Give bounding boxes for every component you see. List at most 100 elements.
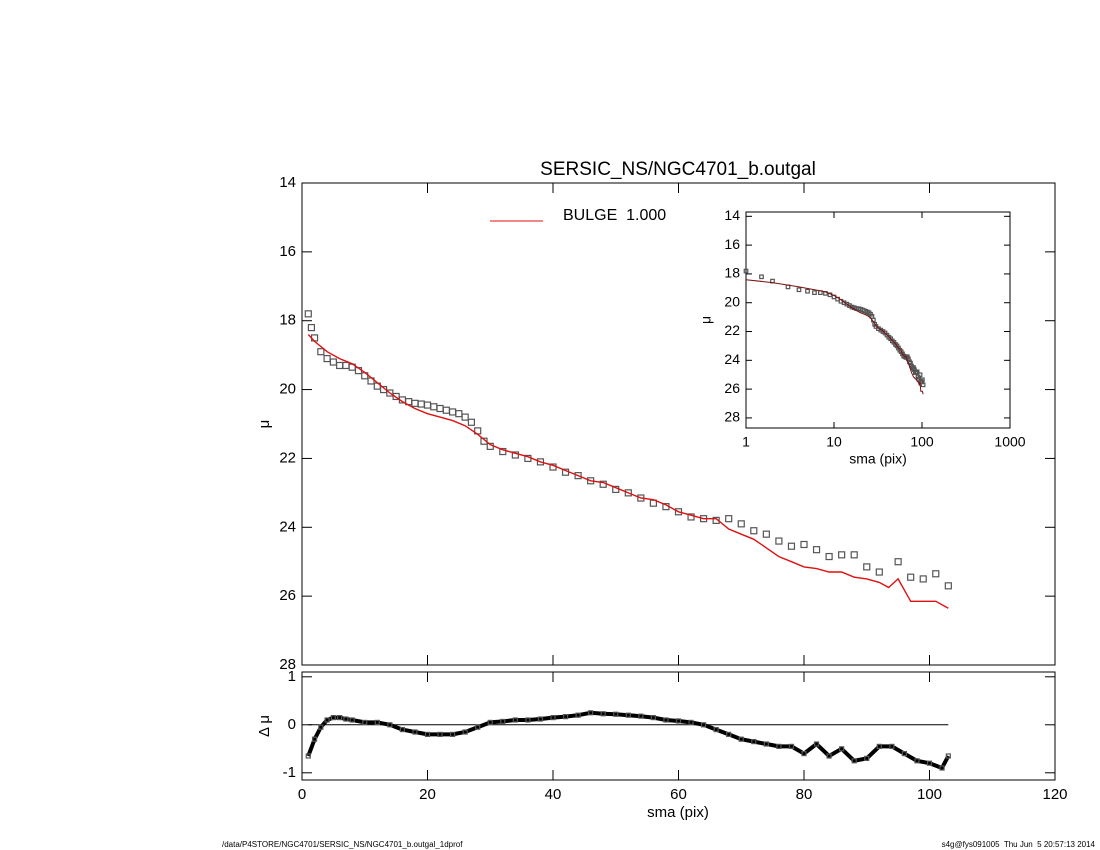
residual-point [412,729,418,735]
residual-point [462,729,468,735]
residual-point [901,750,908,757]
data-point [762,530,770,538]
chart-title: SERSIC_NS/NGC4701_b.outgal [540,159,816,180]
y-tick-label: 18 [724,265,740,281]
data-point [725,515,733,523]
data-point [917,372,923,378]
footer-right: s4g@fys091005 Thu Jun 5 20:57:13 2014 [942,840,1096,849]
data-point [624,489,632,497]
data-point [796,287,802,293]
residual-point [399,726,405,733]
data-point [499,447,507,456]
data-point [329,358,337,366]
data-point [436,404,444,413]
residual-point [475,724,481,730]
data-point [800,540,808,549]
residual-point [864,755,870,762]
residual-point [813,741,820,747]
x-axis-label: sma (pix) [849,451,907,467]
residual-point [487,719,493,726]
y-tick-label: 14 [279,174,296,191]
y-tick-label: 24 [279,518,296,535]
residual-point [839,746,845,752]
y-tick-label: 0 [288,716,296,733]
data-point [307,324,316,332]
legend-label: BULGE 1.000 [563,207,666,224]
model-line [307,334,949,609]
residual-point [700,722,707,728]
y-axis-label: Δ μ [256,715,273,737]
residual-point [751,738,757,745]
data-point [759,274,764,280]
residual-point [500,718,506,725]
data-point [336,361,344,370]
data-point [467,418,476,426]
x-tick-label: 10 [826,434,842,450]
data-point [743,268,749,274]
y-tick-label: 26 [724,380,740,396]
data-point [430,403,438,411]
data-point [342,361,350,370]
y-axis-label: μ [256,420,273,429]
residual-point [876,743,882,750]
x-tick-label: 120 [1042,786,1067,803]
data-point [536,458,545,466]
data-point [812,290,817,295]
data-point [919,575,927,583]
x-tick-label: 100 [910,434,934,450]
residual-point [330,714,336,721]
data-point [423,401,432,409]
residual-point [343,716,349,722]
residual-point [638,713,644,719]
residual-point [788,743,795,750]
residual-point [726,731,732,738]
residual-point [305,753,311,759]
y-tick-label: 1 [288,668,296,685]
residual-point [826,753,832,759]
residual-point [663,717,669,723]
data-point [812,546,821,554]
y-axis-label: μ [698,316,714,324]
data-point [850,551,858,559]
residual-point [562,714,569,720]
residual-point [675,718,682,724]
data-point [323,354,331,363]
data-point [455,410,463,418]
data-point [907,573,915,581]
data-point [449,408,457,416]
residual-point [613,711,619,717]
data-point [304,310,312,318]
x-tick-label: 100 [917,786,942,803]
residual-point [688,719,694,726]
residual-point [650,714,657,721]
residual-point [738,736,744,742]
inset-frame [745,211,1011,429]
data-point [920,377,925,383]
residual-point [550,714,556,721]
data-point [750,527,758,535]
x-tick-label: 1 [742,434,750,450]
residual-point [362,719,368,726]
data-point [932,570,940,578]
residual-point [600,711,606,717]
y-tick-label: 28 [724,409,740,425]
residual-point [311,736,318,742]
residual-point [525,717,531,723]
residual-point [318,724,324,730]
residual-point [324,717,330,723]
data-point [737,520,745,528]
data-point [687,513,695,521]
y-tick-label: 20 [724,293,740,309]
data-point [805,288,810,294]
data-point [674,508,683,516]
data-point [944,582,952,590]
residual-point [374,719,380,726]
x-tick-label: 0 [298,786,306,803]
footer-left: /data/P4STORE/NGC4701/SERSIC_NS/NGC4701_… [222,840,463,849]
data-point [875,568,883,576]
y-tick-label: -1 [283,764,296,781]
residual-point [851,758,857,764]
y-tick-label: 24 [724,351,740,367]
residual-point [801,750,807,757]
